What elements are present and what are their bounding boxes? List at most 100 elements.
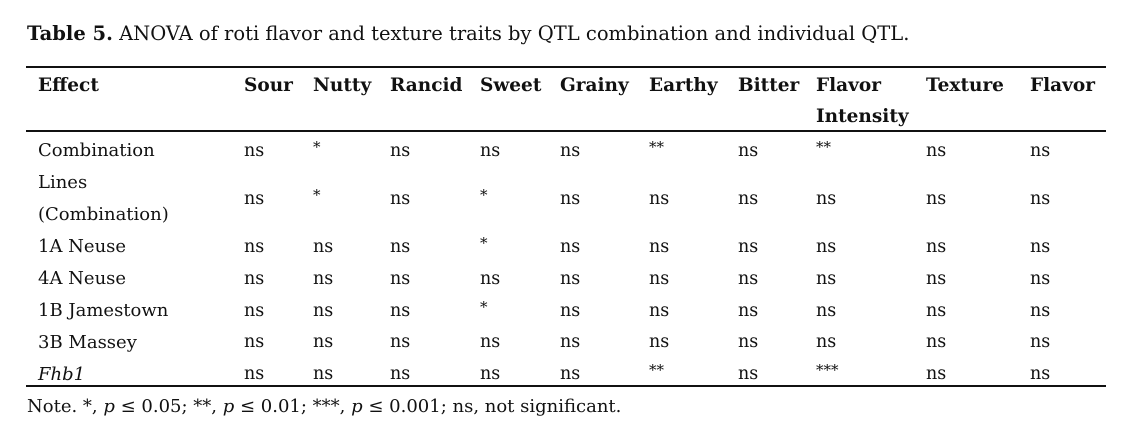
- row-label: Lines: [38, 172, 88, 193]
- column-header: Sweet: [480, 75, 542, 96]
- table-caption: Table 5. ANOVA of roti flavor and textur…: [27, 22, 909, 45]
- table-cell: *: [480, 186, 488, 204]
- table-cell: ns: [560, 189, 581, 209]
- table-cell: ns: [1030, 301, 1051, 321]
- table-cell: ns: [313, 364, 334, 384]
- row-label: 1A Neuse: [38, 236, 127, 257]
- table-cell: ns: [649, 269, 670, 289]
- table-cell: ns: [390, 269, 411, 289]
- table-cell: ns: [560, 141, 581, 161]
- column-header: Bitter: [738, 75, 800, 96]
- table-cell: ns: [926, 332, 947, 352]
- table-cell: ns: [244, 141, 265, 161]
- table-cell: ns: [560, 269, 581, 289]
- table-cell: ns: [390, 141, 411, 161]
- table-cell: ns: [390, 237, 411, 257]
- column-header: Grainy: [560, 75, 629, 96]
- row-label-second-line: (Combination): [38, 204, 169, 225]
- table-cell: ns: [244, 237, 265, 257]
- note-p-symbol: p: [103, 396, 115, 417]
- note-part: ≤ 0.05; **,: [114, 396, 223, 417]
- table-cell: ns: [390, 189, 411, 209]
- table-cell: ns: [926, 189, 947, 209]
- table-cell: ns: [560, 332, 581, 352]
- table-cell: ns: [1030, 189, 1051, 209]
- row-label: Combination: [38, 140, 155, 161]
- table-cell: ns: [313, 301, 334, 321]
- table-cell: ns: [480, 332, 501, 352]
- table-cell: ns: [816, 237, 837, 257]
- table-cell: ns: [926, 301, 947, 321]
- table-cell: ns: [816, 332, 837, 352]
- table-cell: ns: [738, 141, 759, 161]
- table-cell: ns: [926, 269, 947, 289]
- table-cell: ns: [1030, 332, 1051, 352]
- table-cell: ns: [926, 364, 947, 384]
- table-cell: ns: [480, 269, 501, 289]
- note-part: Note. *,: [27, 396, 104, 417]
- table-cell: ns: [738, 332, 759, 352]
- table-cell: ns: [1030, 269, 1051, 289]
- table-cell: ns: [816, 269, 837, 289]
- column-header: Flavor: [816, 75, 881, 96]
- column-header: Flavor: [1030, 75, 1095, 96]
- row-label: 3B Massey: [38, 332, 137, 353]
- table-cell: ns: [244, 189, 265, 209]
- table-cell: ns: [313, 269, 334, 289]
- column-header: Texture: [926, 75, 1004, 96]
- table-cell: ns: [738, 237, 759, 257]
- table-cell: ns: [244, 269, 265, 289]
- table-note: Note. *, p ≤ 0.05; **, p ≤ 0.01; ***, p …: [27, 396, 621, 417]
- table-cell: ns: [738, 301, 759, 321]
- column-header: Earthy: [649, 75, 718, 96]
- table-cell: ns: [390, 301, 411, 321]
- table-cell: *: [480, 298, 488, 316]
- table-cell: ns: [390, 364, 411, 384]
- table-cell: ns: [738, 269, 759, 289]
- row-label: Fhb1: [38, 364, 86, 385]
- note-part: ≤ 0.01; ***,: [234, 396, 352, 417]
- table-cell: *: [313, 138, 321, 156]
- table-cell: ns: [480, 364, 501, 384]
- table-cell: **: [816, 138, 831, 156]
- table-cell: *: [480, 234, 488, 252]
- table-cell: ns: [738, 364, 759, 384]
- row-label: 1B Jamestown: [38, 300, 169, 321]
- table-cell: ns: [560, 237, 581, 257]
- table-cell: ns: [313, 332, 334, 352]
- table-cell: ns: [816, 301, 837, 321]
- column-header: Sour: [244, 75, 293, 96]
- column-header: Rancid: [390, 75, 463, 96]
- table-cell: ns: [1030, 237, 1051, 257]
- table-cell: ns: [390, 332, 411, 352]
- table-bottom-rule: [26, 385, 1106, 387]
- table-cell: ns: [738, 189, 759, 209]
- table-cell: ns: [244, 364, 265, 384]
- note-p-symbol: p: [351, 396, 363, 417]
- table-cell: ns: [244, 301, 265, 321]
- table-header-rule: [26, 130, 1106, 132]
- table-cell: ns: [560, 301, 581, 321]
- table-top-rule: [26, 66, 1106, 68]
- table-cell: ns: [649, 301, 670, 321]
- column-header: Nutty: [313, 75, 372, 96]
- table-cell: ***: [816, 361, 839, 379]
- table-cell: ns: [649, 332, 670, 352]
- table-cell: ns: [816, 189, 837, 209]
- row-label: 4A Neuse: [38, 268, 127, 289]
- table-cell: ns: [649, 237, 670, 257]
- table-cell: ns: [244, 332, 265, 352]
- table-cell: ns: [480, 141, 501, 161]
- table-cell: ns: [649, 189, 670, 209]
- table-cell: ns: [1030, 364, 1051, 384]
- table-cell: ns: [313, 237, 334, 257]
- table-cell: ns: [926, 237, 947, 257]
- table-cell: ns: [1030, 141, 1051, 161]
- note-p-symbol: p: [222, 396, 235, 417]
- table-cell: *: [313, 186, 321, 204]
- note-part: ≤ 0.001; ns, not significant.: [362, 396, 622, 417]
- table-caption-label: Table 5.: [27, 22, 113, 45]
- column-header-effect: Effect: [38, 75, 99, 96]
- table-cell: ns: [560, 364, 581, 384]
- table-cell: ns: [926, 141, 947, 161]
